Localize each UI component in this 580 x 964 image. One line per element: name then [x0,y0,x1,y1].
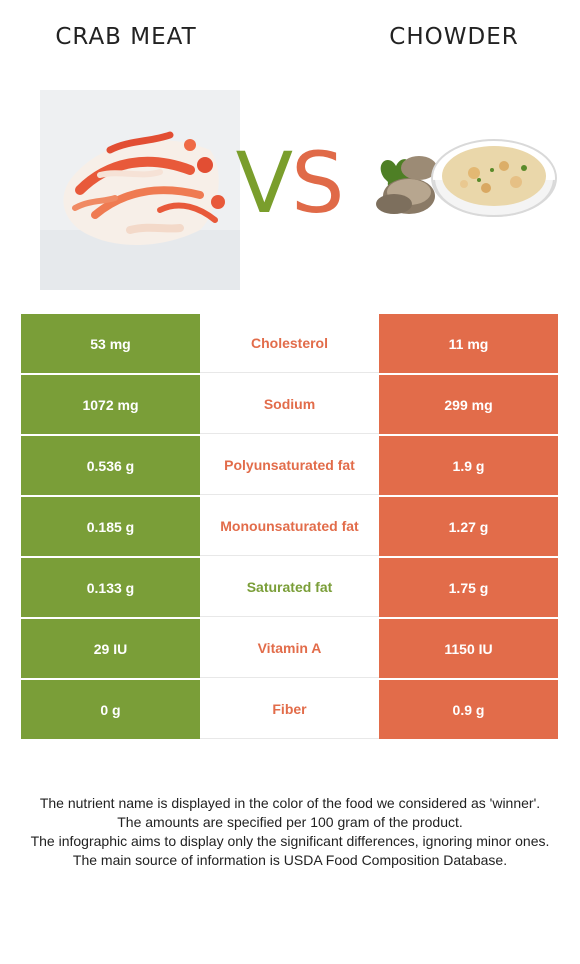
table-row: 0 g Fiber 0.9 g [21,680,558,740]
right-value: 1150 IU [379,619,558,678]
right-value: 1.27 g [379,497,558,556]
nutrient-name: Saturated fat [200,558,379,617]
nutrient-name: Vitamin A [200,619,379,678]
left-value: 29 IU [21,619,200,678]
left-value: 0.536 g [21,436,200,495]
table-row: 1072 mg Sodium 299 mg [21,375,558,435]
table-row: 0.185 g Monounsaturated fat 1.27 g [21,497,558,557]
right-value: 1.75 g [379,558,558,617]
comparison-table: 53 mg Cholesterol 11 mg 1072 mg Sodium 299 mg… [21,314,558,740]
nutrient-name: Monounsaturated fat [200,497,379,556]
table-row: 29 IU Vitamin A 1150 IU [21,619,558,679]
right-food-title: CHOWDER [389,24,519,50]
vs-label: VS [235,134,345,232]
note-winner: The nutrient name is displayed in the co… [39,795,541,811]
note-source: The main source of information is USDA F… [72,852,508,868]
right-value: 1.9 g [379,436,558,495]
crab-meat-image [40,90,240,290]
left-value: 1072 mg [21,375,200,434]
table-row: 0.536 g Polyunsaturated fat 1.9 g [21,436,558,496]
note-differences: The infographic aims to display only the… [30,833,550,849]
left-value: 53 mg [21,314,200,373]
right-value: 299 mg [379,375,558,434]
left-value: 0.133 g [21,558,200,617]
left-food-title: CRAB MEAT [55,24,197,50]
footnotes: The nutrient name is displayed in the co… [20,794,560,870]
nutrient-name: Cholesterol [200,314,379,373]
right-value: 11 mg [379,314,558,373]
right-value: 0.9 g [379,680,558,739]
left-value: 0 g [21,680,200,739]
note-amounts: The amounts are specified per 100 gram o… [117,814,463,830]
left-value: 0.185 g [21,497,200,556]
chowder-image [376,139,557,217]
nutrient-name: Fiber [200,680,379,739]
nutrient-name: Sodium [200,375,379,434]
table-row: 53 mg Cholesterol 11 mg [21,314,558,374]
nutrient-name: Polyunsaturated fat [200,436,379,495]
table-row: 0.133 g Saturated fat 1.75 g [21,558,558,618]
